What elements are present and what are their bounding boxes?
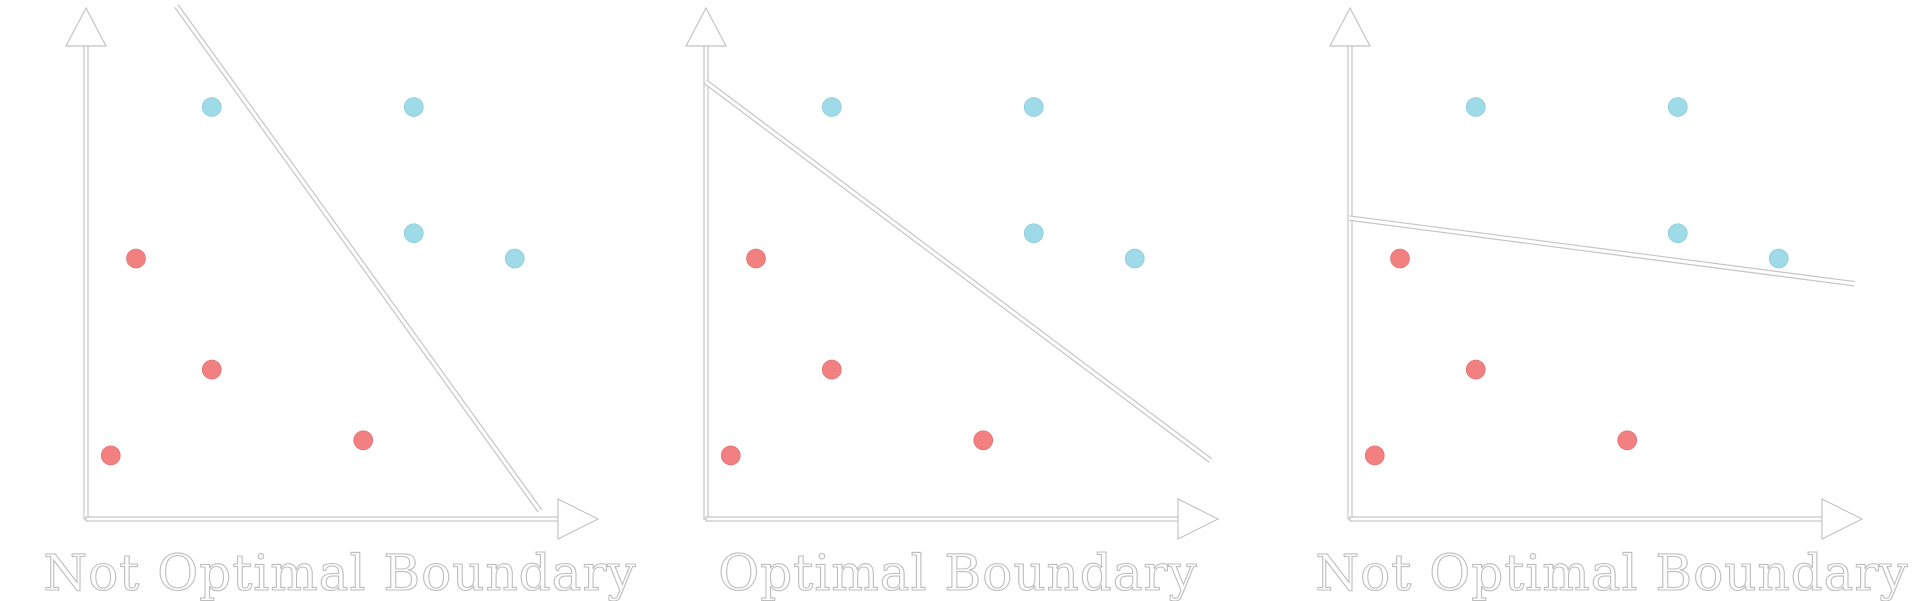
- red-point: [1364, 445, 1385, 466]
- red-point: [1465, 359, 1486, 380]
- boundary-fill: [175, 5, 542, 512]
- data-points: [100, 97, 525, 466]
- panel-caption: Optimal Boundary: [718, 544, 1197, 601]
- red-point: [821, 359, 842, 380]
- blue-point: [1124, 248, 1145, 269]
- blue-point: [1667, 223, 1688, 244]
- panel-caption: Not Optimal Boundary: [1315, 544, 1908, 601]
- red-point: [1617, 430, 1638, 451]
- panel-3: Not Optimal Boundary: [1315, 6, 1908, 601]
- blue-point: [201, 97, 222, 117]
- boundary-fill: [704, 80, 1212, 462]
- boundary-fill: [1349, 216, 1855, 286]
- blue-point: [403, 97, 424, 117]
- blue-point: [1023, 97, 1044, 117]
- panel-2: Optimal Boundary: [685, 6, 1220, 601]
- x-axis-arrow: [705, 498, 1220, 540]
- blue-point: [821, 97, 842, 117]
- y-axis-arrow: [65, 6, 107, 520]
- y-axis-arrow: [1329, 6, 1371, 520]
- red-point: [201, 359, 222, 380]
- panel-1: Not Optimal Boundary: [43, 4, 636, 601]
- blue-point: [1465, 97, 1486, 117]
- blue-point: [504, 248, 525, 269]
- red-point: [353, 430, 374, 451]
- red-point: [973, 430, 994, 451]
- blue-point: [403, 223, 424, 244]
- data-points: [1364, 97, 1789, 466]
- red-point: [126, 248, 146, 269]
- x-axis-arrow: [85, 498, 600, 540]
- decision-boundary-line: [174, 4, 543, 513]
- blue-point: [1023, 223, 1044, 244]
- blue-point: [1667, 97, 1688, 117]
- x-axis-arrow: [1349, 498, 1864, 540]
- red-point: [1390, 248, 1410, 269]
- red-point: [100, 445, 121, 466]
- data-points: [720, 97, 1145, 466]
- panel-caption: Not Optimal Boundary: [43, 544, 636, 601]
- red-point: [720, 445, 741, 466]
- red-point: [746, 248, 766, 269]
- decision-boundary-line: [1349, 215, 1855, 287]
- decision-boundary-line: [703, 79, 1213, 463]
- blue-point: [1768, 248, 1789, 269]
